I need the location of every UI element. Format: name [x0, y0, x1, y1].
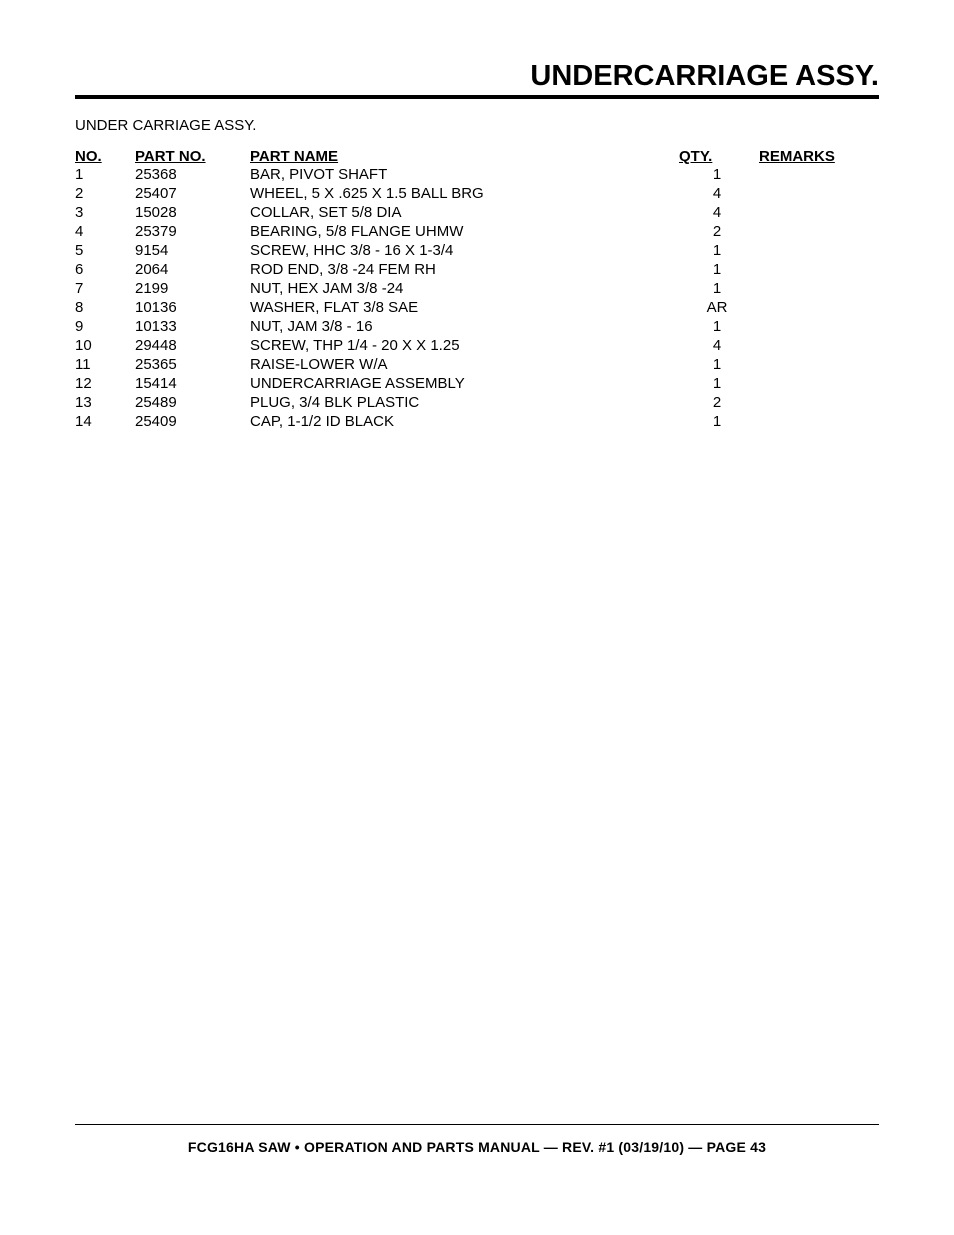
cell-no: 10: [75, 336, 135, 355]
cell-qty: 1: [679, 260, 759, 279]
cell-qty: 1: [679, 412, 759, 431]
cell-remarks: [759, 374, 879, 393]
cell-no: 8: [75, 298, 135, 317]
cell-part-no: 15028: [135, 203, 250, 222]
col-header-remarks: REMARKS: [759, 148, 879, 165]
cell-no: 13: [75, 393, 135, 412]
page-title: UNDERCARRIAGE ASSY.: [530, 60, 879, 92]
cell-part-name: SCREW, HHC 3/8 - 16 X 1-3/4: [250, 241, 679, 260]
cell-qty: 1: [679, 279, 759, 298]
cell-no: 6: [75, 260, 135, 279]
cell-part-no: 25409: [135, 412, 250, 431]
cell-qty: 1: [679, 165, 759, 184]
cell-part-no: 29448: [135, 336, 250, 355]
cell-remarks: [759, 412, 879, 431]
cell-qty: 1: [679, 241, 759, 260]
cell-qty: 4: [679, 203, 759, 222]
cell-no: 4: [75, 222, 135, 241]
table-header-row: NO. PART NO. PART NAME QTY. REMARKS: [75, 148, 879, 165]
table-row: 62064ROD END, 3/8 -24 FEM RH1: [75, 260, 879, 279]
table-row: 59154SCREW, HHC 3/8 - 16 X 1-3/41: [75, 241, 879, 260]
cell-qty: 2: [679, 393, 759, 412]
cell-part-name: PLUG, 3/4 BLK PLASTIC: [250, 393, 679, 412]
cell-part-name: COLLAR, SET 5/8 DIA: [250, 203, 679, 222]
col-header-no: NO.: [75, 148, 135, 165]
cell-part-name: BAR, PIVOT SHAFT: [250, 165, 679, 184]
cell-part-name: BEARING, 5/8 FLANGE UHMW: [250, 222, 679, 241]
col-header-part-no: PART NO.: [135, 148, 250, 165]
cell-no: 2: [75, 184, 135, 203]
cell-qty: 4: [679, 336, 759, 355]
table-row: 315028COLLAR, SET 5/8 DIA4: [75, 203, 879, 222]
cell-part-name: SCREW, THP 1/4 - 20 X X 1.25: [250, 336, 679, 355]
cell-part-name: NUT, HEX JAM 3/8 -24: [250, 279, 679, 298]
cell-no: 12: [75, 374, 135, 393]
footer-rule: [75, 1124, 879, 1125]
cell-remarks: [759, 298, 879, 317]
cell-remarks: [759, 336, 879, 355]
cell-no: 1: [75, 165, 135, 184]
cell-part-no: 15414: [135, 374, 250, 393]
subtitle: UNDER CARRIAGE ASSY.: [75, 117, 879, 134]
table-row: 125368BAR, PIVOT SHAFT1: [75, 165, 879, 184]
cell-qty: 1: [679, 355, 759, 374]
col-header-part-name: PART NAME: [250, 148, 679, 165]
cell-part-no: 10133: [135, 317, 250, 336]
table-row: 910133NUT, JAM 3/8 - 161: [75, 317, 879, 336]
cell-part-no: 10136: [135, 298, 250, 317]
cell-part-no: 25489: [135, 393, 250, 412]
parts-table-body: 125368BAR, PIVOT SHAFT1225407WHEEL, 5 X …: [75, 165, 879, 431]
table-row: 1029448SCREW, THP 1/4 - 20 X X 1.254: [75, 336, 879, 355]
cell-part-no: 9154: [135, 241, 250, 260]
cell-qty: AR: [679, 298, 759, 317]
cell-remarks: [759, 355, 879, 374]
cell-part-no: 25379: [135, 222, 250, 241]
cell-part-name: CAP, 1-1/2 ID BLACK: [250, 412, 679, 431]
cell-remarks: [759, 260, 879, 279]
cell-part-name: WASHER, FLAT 3/8 SAE: [250, 298, 679, 317]
cell-part-no: 25368: [135, 165, 250, 184]
table-row: 1425409CAP, 1-1/2 ID BLACK1: [75, 412, 879, 431]
cell-remarks: [759, 165, 879, 184]
cell-no: 5: [75, 241, 135, 260]
cell-part-no: 25365: [135, 355, 250, 374]
title-block: UNDERCARRIAGE ASSY.: [75, 60, 879, 99]
table-row: 1215414UNDERCARRIAGE ASSEMBLY1: [75, 374, 879, 393]
cell-part-name: ROD END, 3/8 -24 FEM RH: [250, 260, 679, 279]
cell-remarks: [759, 241, 879, 260]
cell-qty: 1: [679, 374, 759, 393]
footer-text: FCG16HA SAW • OPERATION AND PARTS MANUAL…: [75, 1139, 879, 1155]
col-header-qty: QTY.: [679, 148, 759, 165]
table-row: 810136WASHER, FLAT 3/8 SAEAR: [75, 298, 879, 317]
cell-part-name: RAISE-LOWER W/A: [250, 355, 679, 374]
parts-table: NO. PART NO. PART NAME QTY. REMARKS 1253…: [75, 148, 879, 431]
cell-remarks: [759, 222, 879, 241]
cell-qty: 2: [679, 222, 759, 241]
cell-part-no: 25407: [135, 184, 250, 203]
page-footer: FCG16HA SAW • OPERATION AND PARTS MANUAL…: [75, 1124, 879, 1155]
cell-no: 7: [75, 279, 135, 298]
cell-remarks: [759, 279, 879, 298]
cell-remarks: [759, 317, 879, 336]
table-row: 1125365RAISE-LOWER W/A1: [75, 355, 879, 374]
cell-remarks: [759, 393, 879, 412]
cell-part-name: UNDERCARRIAGE ASSEMBLY: [250, 374, 679, 393]
cell-no: 9: [75, 317, 135, 336]
table-row: 72199NUT, HEX JAM 3/8 -241: [75, 279, 879, 298]
cell-part-no: 2064: [135, 260, 250, 279]
table-row: 425379BEARING, 5/8 FLANGE UHMW2: [75, 222, 879, 241]
cell-part-name: WHEEL, 5 X .625 X 1.5 BALL BRG: [250, 184, 679, 203]
cell-no: 11: [75, 355, 135, 374]
cell-remarks: [759, 184, 879, 203]
table-row: 1325489PLUG, 3/4 BLK PLASTIC2: [75, 393, 879, 412]
cell-no: 3: [75, 203, 135, 222]
cell-qty: 1: [679, 317, 759, 336]
cell-remarks: [759, 203, 879, 222]
cell-part-name: NUT, JAM 3/8 - 16: [250, 317, 679, 336]
cell-qty: 4: [679, 184, 759, 203]
table-row: 225407WHEEL, 5 X .625 X 1.5 BALL BRG4: [75, 184, 879, 203]
cell-part-no: 2199: [135, 279, 250, 298]
cell-no: 14: [75, 412, 135, 431]
